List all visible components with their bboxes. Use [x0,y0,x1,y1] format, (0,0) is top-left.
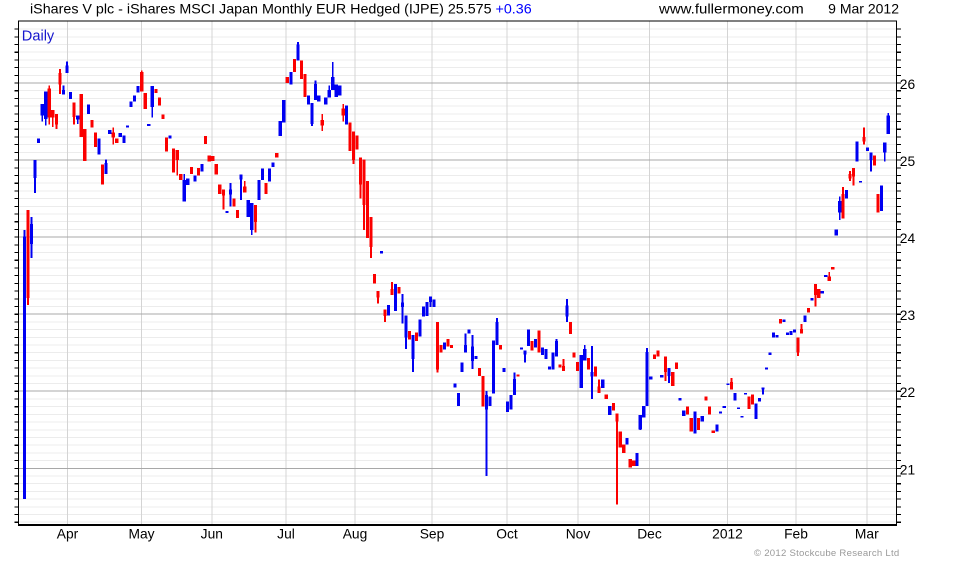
svg-text:Daily: Daily [22,29,55,45]
svg-text:May: May [128,526,154,541]
svg-text:25: 25 [900,154,916,169]
svg-text:23: 23 [900,308,916,323]
svg-text:22: 22 [900,385,915,400]
svg-text:2012: 2012 [712,526,743,541]
svg-text:Sep: Sep [420,526,445,541]
svg-text:Jul: Jul [277,526,295,541]
svg-text:26: 26 [900,77,916,92]
svg-text:Mar: Mar [855,526,879,541]
svg-text:Dec: Dec [637,526,662,541]
svg-text:24: 24 [900,231,916,246]
svg-text:Aug: Aug [343,526,368,541]
svg-text:Oct: Oct [496,526,518,541]
svg-text:21: 21 [900,462,915,477]
svg-text:Jun: Jun [201,526,223,541]
svg-text:www.fullermoney.com: www.fullermoney.com [658,1,804,17]
svg-text:9 Mar 2012: 9 Mar 2012 [828,1,899,17]
svg-text:Feb: Feb [784,526,808,541]
svg-text:© 2012 Stockcube Research Ltd: © 2012 Stockcube Research Ltd [754,548,900,559]
svg-text:Nov: Nov [566,526,591,541]
svg-text:iShares V plc - iShares MSCI J: iShares V plc - iShares MSCI Japan Month… [30,1,532,17]
svg-text:Apr: Apr [57,526,79,541]
